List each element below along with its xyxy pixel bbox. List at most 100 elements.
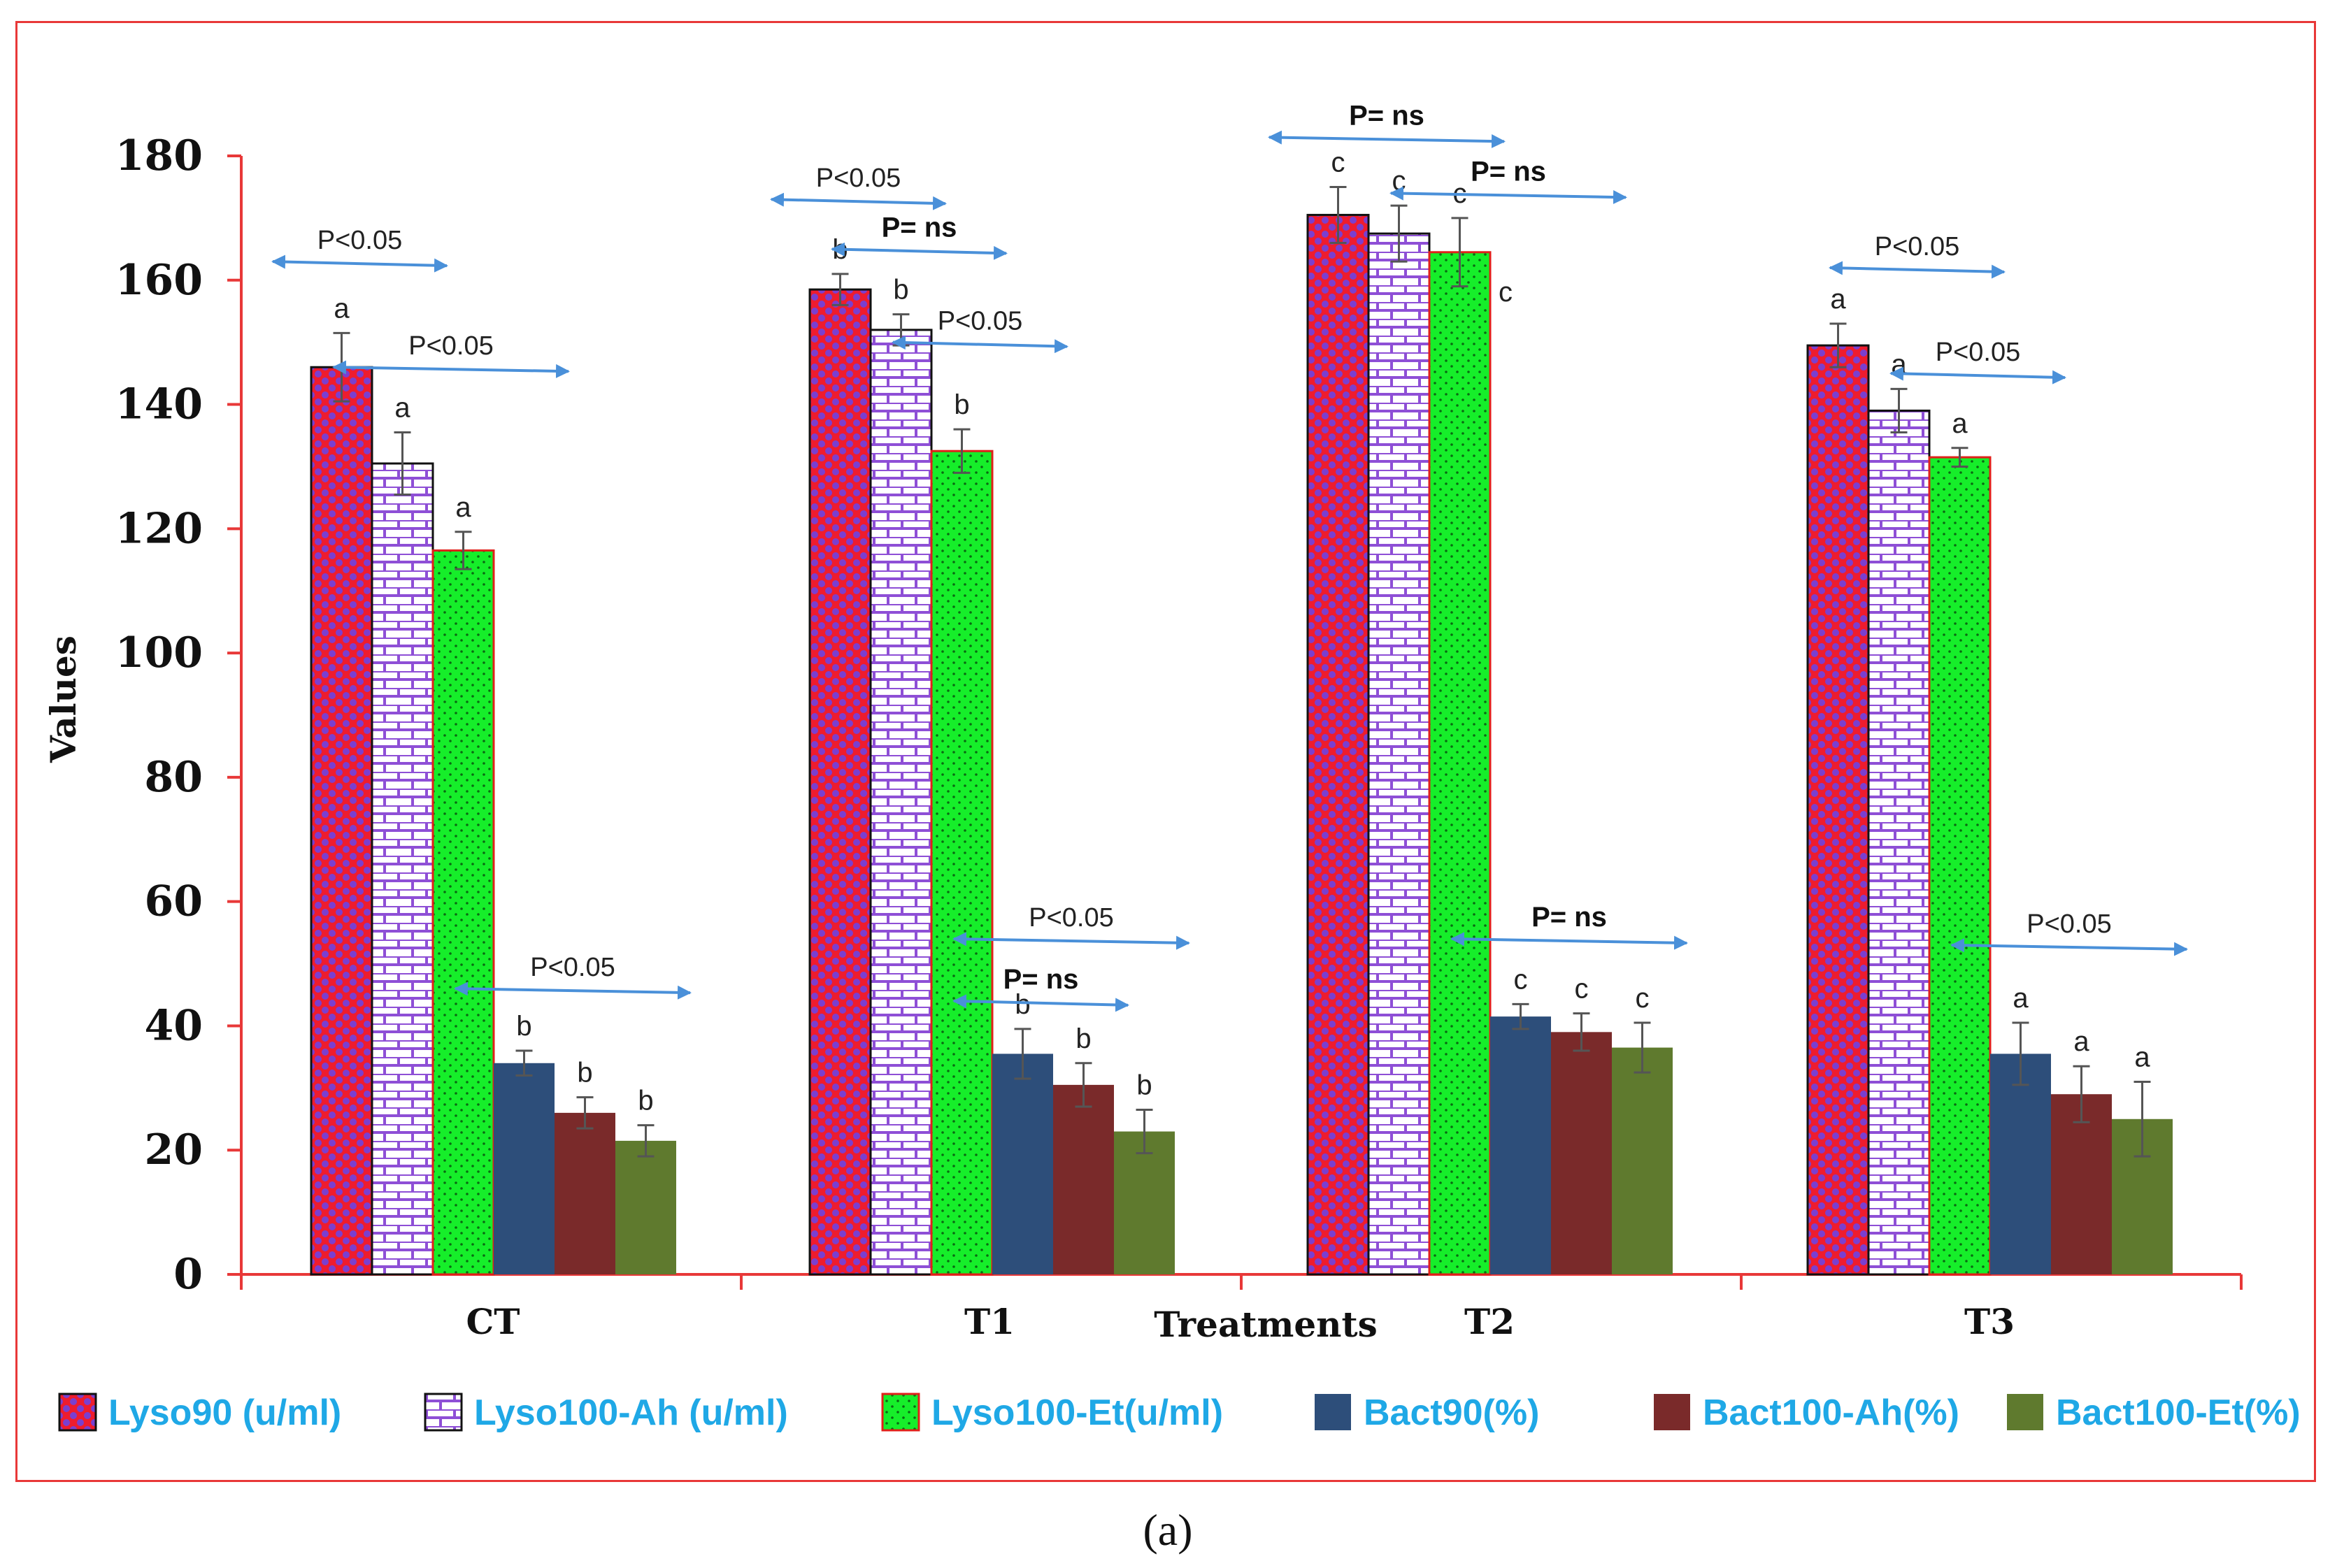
legend-swatch — [2007, 1394, 2043, 1430]
bar — [1428, 251, 1492, 1276]
comparison-arrow — [952, 932, 1190, 950]
significance-letter: a — [394, 393, 410, 424]
significance-letter: c — [1514, 964, 1528, 995]
y-tick-label: 0 — [173, 1250, 203, 1299]
bar — [1612, 1047, 1673, 1274]
p-value-label: P<0.05 — [530, 953, 615, 982]
bar — [1551, 1032, 1612, 1274]
bar — [1806, 344, 1870, 1276]
comparison-arrow — [1950, 938, 2188, 956]
legend-label: Bact100-Et(%) — [2056, 1393, 2301, 1433]
legend-label: Bact100-Ah(%) — [1703, 1393, 1959, 1433]
p-value-label: P<0.05 — [1875, 232, 1960, 261]
bar — [2051, 1094, 2112, 1274]
x-tick-label: T1 — [964, 1301, 1015, 1342]
x-axis-title: Treatments — [1154, 1304, 1378, 1345]
bar — [1306, 213, 1370, 1276]
bar — [555, 1112, 615, 1274]
significance-letter: c — [1331, 147, 1345, 178]
p-value-label: P= ns — [1349, 100, 1424, 131]
comparison-arrow — [1450, 932, 1688, 950]
p-value-label: P<0.05 — [317, 226, 403, 255]
significance-letter: a — [455, 492, 471, 523]
y-tick-label: 180 — [115, 131, 203, 180]
y-tick-label: 20 — [145, 1125, 203, 1174]
y-axis-title: Values — [43, 635, 84, 763]
y-tick-label: 60 — [145, 877, 203, 926]
bar — [310, 366, 373, 1276]
p-value-label: P<0.05 — [938, 307, 1023, 336]
comparison-arrow — [1829, 261, 2006, 279]
x-tick-label: T2 — [1464, 1301, 1515, 1342]
bar — [1867, 409, 1931, 1276]
bar — [869, 329, 933, 1276]
significance-letter: c — [1575, 974, 1589, 1005]
comparison-arrow — [1889, 366, 2066, 384]
significance-letter: a — [334, 293, 350, 324]
comparison-arrow — [952, 994, 1129, 1012]
significance-letter: c — [1636, 983, 1650, 1014]
bar — [371, 462, 434, 1276]
significance-letter: b — [516, 1011, 531, 1042]
comparison-arrow — [454, 981, 692, 1000]
bar — [1367, 232, 1431, 1276]
comparison-arrow — [770, 192, 947, 210]
legend-label: Lyso100-Ah (u/ml) — [474, 1393, 788, 1433]
p-value-label: P<0.05 — [816, 164, 901, 193]
legend-swatch — [1315, 1394, 1351, 1430]
comparison-arrow — [332, 360, 570, 378]
p-value-label: P= ns — [1003, 964, 1079, 995]
p-value-label: P= ns — [882, 212, 957, 243]
p-value-label: P<0.05 — [2027, 909, 2112, 939]
bar — [808, 288, 872, 1276]
significance-letter: a — [2013, 983, 2029, 1014]
figure-caption: (a) — [1143, 1505, 1192, 1555]
legend-swatch — [881, 1393, 920, 1432]
legend-swatch — [424, 1393, 463, 1432]
legend-swatch — [1654, 1394, 1690, 1430]
legend-label: Lyso100-Et(u/ml) — [931, 1393, 1223, 1433]
bar — [1053, 1084, 1114, 1274]
y-tick-label: 140 — [115, 380, 203, 429]
bar — [1114, 1131, 1175, 1274]
y-tick-label: 160 — [115, 256, 203, 305]
p-value-label: P<0.05 — [408, 331, 494, 361]
bar — [992, 1053, 1053, 1274]
significance-letter: a — [2073, 1026, 2089, 1057]
legend-swatch — [58, 1393, 97, 1432]
p-value-label: P= ns — [1471, 156, 1546, 187]
p-value-label: P<0.05 — [1029, 903, 1114, 933]
significance-letter: b — [893, 275, 908, 305]
significance-letter: b — [638, 1086, 653, 1116]
y-tick-label: 80 — [145, 753, 203, 802]
significance-letter: a — [2134, 1042, 2150, 1072]
p-value-label: P<0.05 — [1936, 338, 2021, 367]
y-tick-label: 40 — [145, 1001, 203, 1050]
bar — [1990, 1053, 2051, 1274]
comparison-arrow — [271, 254, 448, 273]
significance-letter: b — [1136, 1070, 1152, 1100]
comparison-arrow — [1268, 130, 1506, 149]
bar — [1490, 1016, 1551, 1274]
significance-letter: a — [1830, 284, 1846, 315]
significance-letter: a — [1952, 408, 1968, 439]
bar — [930, 449, 994, 1276]
y-tick-label: 100 — [115, 628, 203, 677]
x-tick-label: T3 — [1964, 1301, 2015, 1342]
legend-label: Lyso90 (u/ml) — [108, 1393, 341, 1433]
significance-letter: a — [1891, 349, 1907, 380]
bar — [615, 1140, 676, 1274]
bar — [494, 1063, 555, 1274]
significance-letter: c — [1499, 277, 1513, 308]
bar — [1928, 456, 1992, 1276]
y-tick-label: 120 — [115, 504, 203, 553]
legend-label: Bact90(%) — [1364, 1393, 1539, 1433]
bar — [431, 549, 495, 1276]
x-tick-label: CT — [466, 1301, 520, 1342]
significance-letter: b — [1075, 1023, 1091, 1054]
comparison-arrow — [831, 242, 1008, 260]
p-value-label: P= ns — [1531, 902, 1607, 933]
comparison-arrow — [1389, 186, 1627, 205]
significance-letter: b — [577, 1058, 592, 1088]
